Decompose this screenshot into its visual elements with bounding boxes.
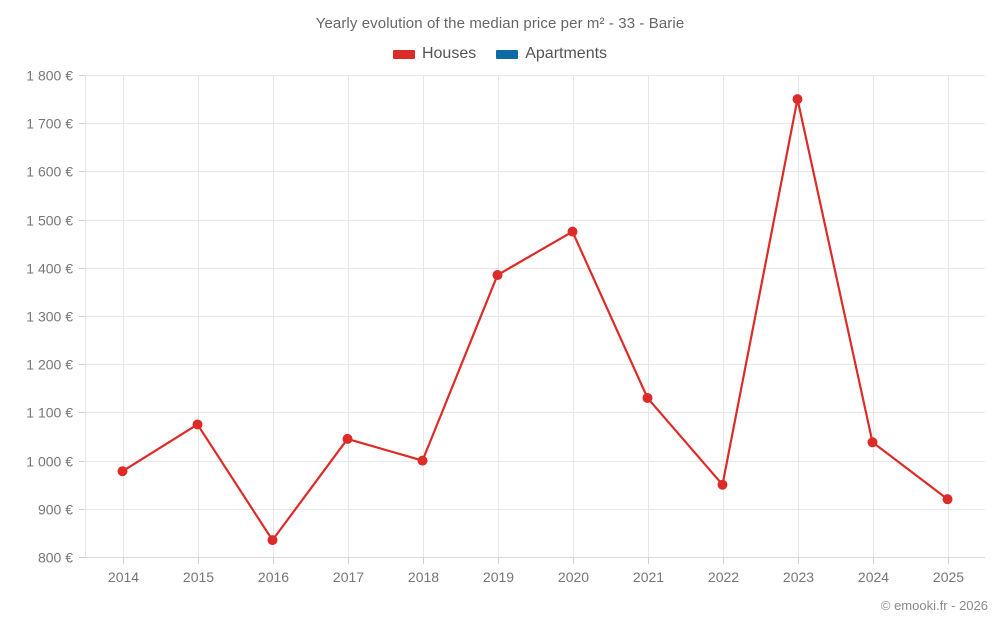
data-point-houses-8[interactable]: [717, 479, 728, 490]
x-tick-label: 2015: [183, 569, 214, 585]
data-point-houses-0[interactable]: [117, 466, 128, 477]
x-tick-label: 2019: [483, 569, 514, 585]
data-point-houses-9[interactable]: [792, 94, 803, 105]
series-line-houses: [121, 98, 949, 542]
y-tick-label: 1 200 €: [26, 357, 73, 373]
data-point-houses-11[interactable]: [942, 494, 953, 505]
y-tick-label: 1 300 €: [26, 309, 73, 325]
x-tick-label: 2025: [933, 569, 964, 585]
x-tick-label: 2023: [783, 569, 814, 585]
chart-credit: © emooki.fr - 2026: [880, 598, 988, 613]
y-tick-label: 1 400 €: [26, 261, 73, 277]
legend-label-houses: Houses: [421, 45, 477, 62]
data-point-houses-3[interactable]: [342, 433, 353, 444]
x-tick-label: 2016: [258, 569, 289, 585]
chart-title: Yearly evolution of the median price per…: [315, 15, 685, 32]
x-tick-label: 2014: [108, 569, 139, 585]
x-tick-label: 2018: [408, 569, 439, 585]
x-tick-label: 2021: [633, 569, 664, 585]
chart-legend: Houses Apartments: [0, 45, 1000, 63]
data-point-houses-1[interactable]: [192, 419, 203, 430]
x-tick-label: 2024: [858, 569, 889, 585]
legend-swatch-apartments: [496, 49, 519, 59]
x-tick-label: 2017: [333, 569, 364, 585]
legend-label-apartments: Apartments: [525, 45, 608, 62]
data-point-houses-10[interactable]: [867, 437, 878, 448]
data-point-houses-5[interactable]: [492, 270, 503, 281]
data-point-houses-6[interactable]: [567, 226, 578, 237]
x-tick-label: 2022: [708, 569, 739, 585]
data-point-houses-7[interactable]: [642, 392, 653, 403]
data-point-houses-4[interactable]: [417, 455, 428, 466]
legend-item-houses[interactable]: Houses: [392, 45, 477, 63]
y-tick-label: 1 000 €: [26, 454, 73, 470]
x-tick-label: 2020: [558, 569, 589, 585]
y-tick-label: 900 €: [38, 502, 73, 518]
y-tick-label: 1 600 €: [26, 164, 73, 180]
legend-swatch-houses: [392, 49, 415, 59]
legend-item-apartments[interactable]: Apartments: [496, 45, 607, 63]
y-tick-label: 1 700 €: [26, 116, 73, 132]
y-tick-label: 1 500 €: [26, 213, 73, 229]
y-tick-label: 800 €: [38, 550, 73, 566]
y-tick-label: 1 800 €: [26, 68, 73, 84]
data-point-houses-2[interactable]: [267, 535, 278, 546]
y-tick-label: 1 100 €: [26, 405, 73, 421]
